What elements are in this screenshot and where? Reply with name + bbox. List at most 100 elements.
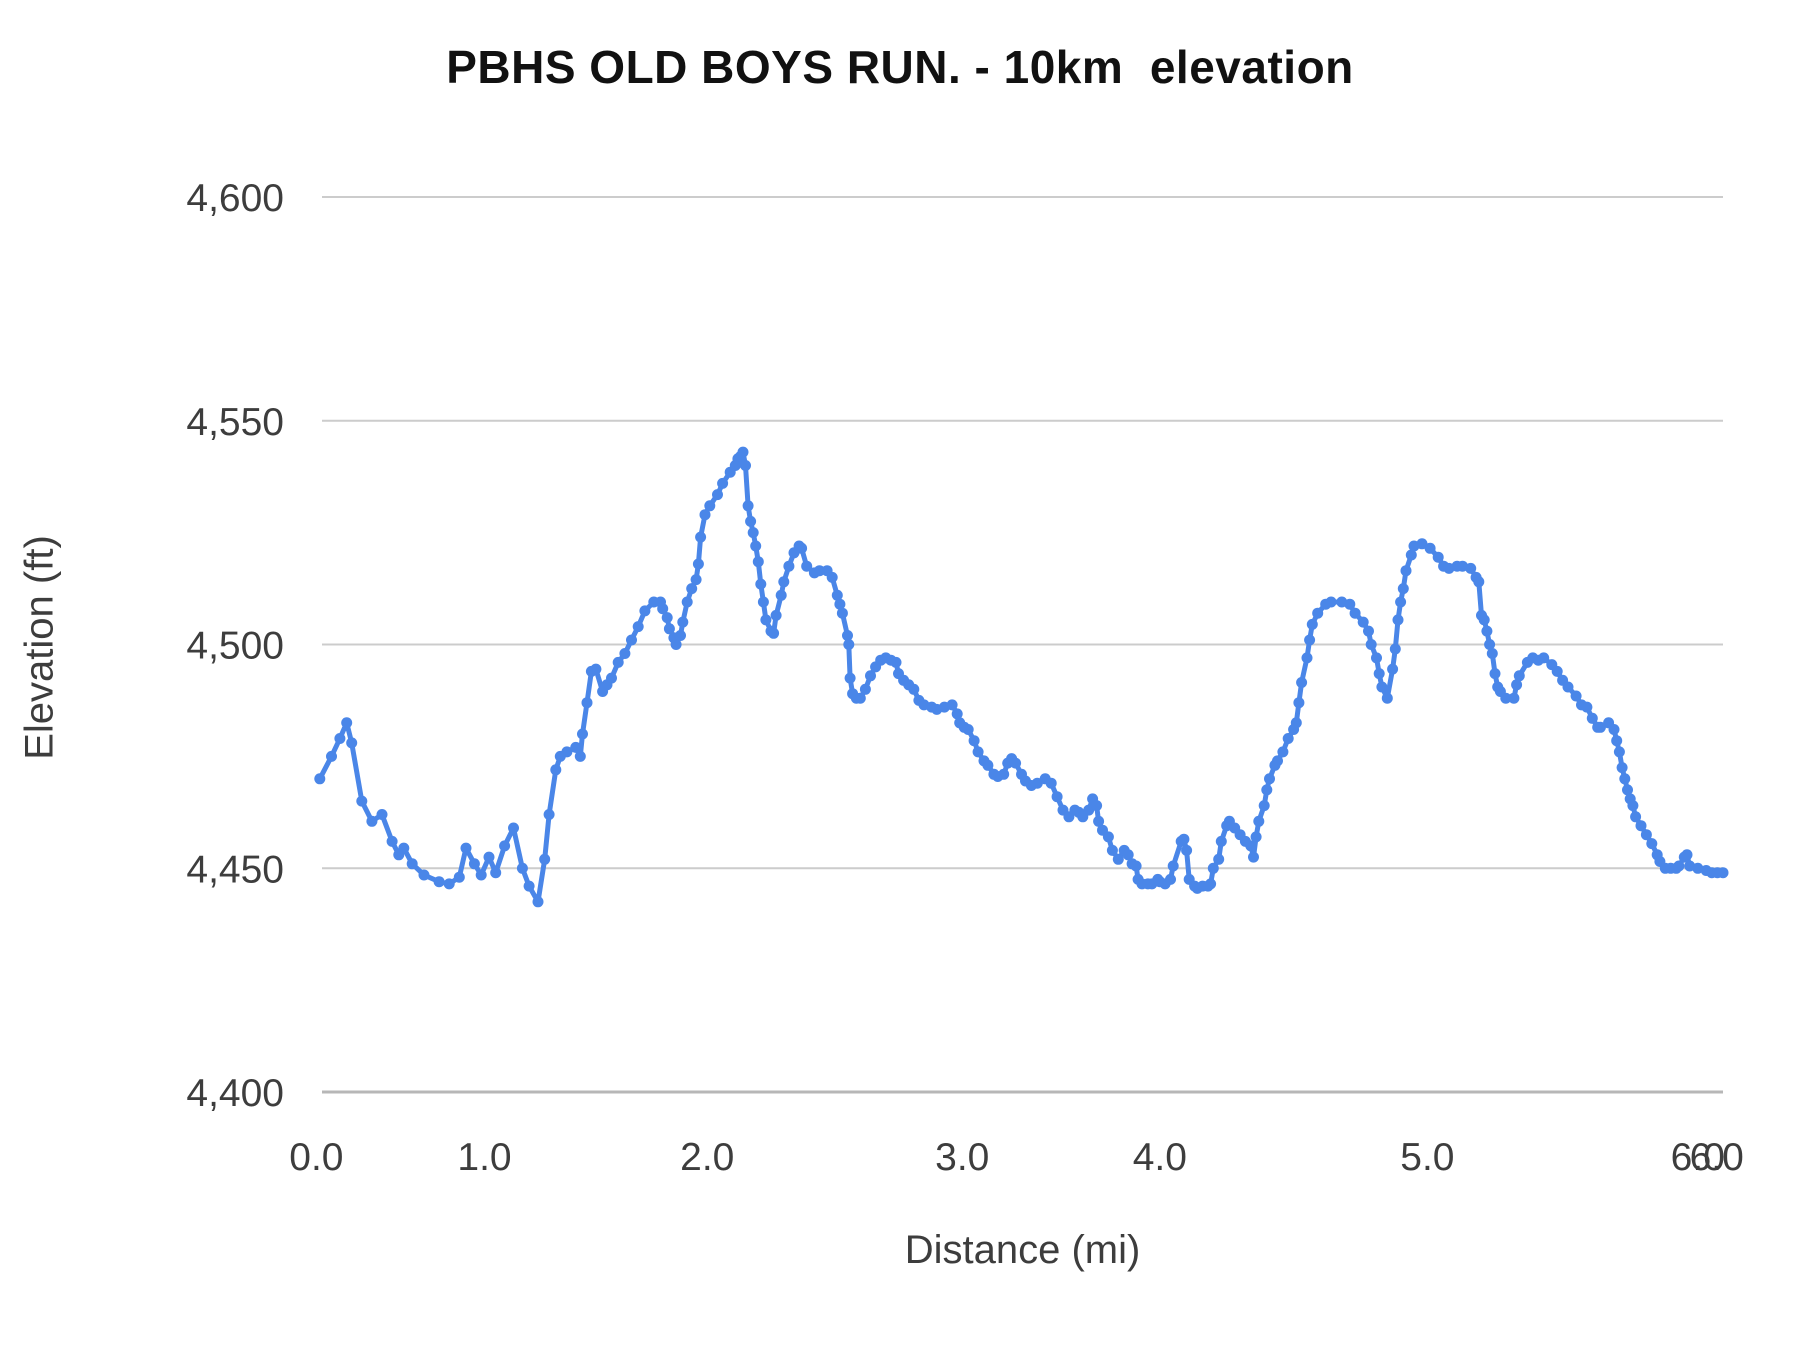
y-tick-label: 4,550: [186, 401, 284, 444]
data-point: [366, 815, 378, 827]
data-point: [1091, 800, 1103, 812]
data-point: [499, 840, 511, 852]
data-point: [1619, 773, 1631, 785]
data-point: [1562, 681, 1574, 693]
gridlines: [322, 196, 1723, 1094]
data-point: [483, 851, 495, 863]
data-point: [386, 835, 398, 847]
data-point: [1500, 692, 1512, 704]
data-point: [1640, 829, 1652, 841]
data-point: [1551, 665, 1563, 677]
x-tick-label: 6.0: [1671, 1136, 1725, 1179]
data-point: [1106, 844, 1118, 856]
data-point: [1611, 735, 1623, 747]
data-point: [1570, 690, 1582, 702]
data-point: [1112, 853, 1124, 865]
data-point: [433, 876, 445, 888]
data-point: [460, 842, 472, 854]
data-point: [908, 683, 920, 695]
x-axis-title: Distance (mi): [904, 1228, 1141, 1272]
chart-title: PBHS OLD BOYS RUN. - 10km elevation: [446, 41, 1354, 93]
data-point: [1272, 755, 1283, 767]
data-point: [1673, 860, 1685, 872]
data-point: [1293, 697, 1305, 709]
data-point: [752, 556, 764, 568]
elevation-series-points: [314, 446, 1729, 908]
data-point: [796, 542, 808, 554]
y-tick-label: 4,400: [186, 1072, 284, 1115]
data-point: [1513, 670, 1525, 682]
data-point: [356, 795, 368, 807]
data-point: [443, 878, 455, 890]
data-point: [1215, 835, 1227, 847]
data-point: [1325, 596, 1337, 608]
data-point: [532, 896, 544, 908]
data-point: [1395, 596, 1407, 608]
data-point: [1635, 820, 1647, 832]
data-point: [334, 733, 346, 744]
data-point: [1258, 800, 1270, 812]
data-point: [775, 589, 787, 601]
data-point: [516, 862, 528, 874]
data-point: [686, 583, 698, 595]
data-point: [814, 565, 825, 577]
data-point: [768, 627, 780, 639]
data-point: [346, 737, 358, 749]
data-point: [1392, 614, 1404, 626]
data-point: [1248, 851, 1259, 863]
data-point: [663, 623, 675, 635]
data-point: [1473, 576, 1485, 588]
x-tick-label: 0.0: [289, 1136, 343, 1179]
data-point: [376, 809, 388, 820]
data-point: [670, 639, 682, 650]
data-point: [968, 735, 980, 747]
data-point: [747, 527, 759, 539]
data-point: [590, 663, 602, 675]
data-point: [826, 571, 838, 583]
data-point: [1627, 800, 1639, 812]
data-point: [574, 750, 586, 762]
data-point: [783, 560, 795, 572]
data-point: [577, 728, 588, 740]
y-tick-label: 4,500: [186, 625, 284, 668]
data-point: [770, 609, 782, 621]
data-point: [982, 759, 994, 771]
data-point: [1102, 831, 1114, 843]
data-point: [661, 612, 673, 624]
data-point: [695, 531, 707, 543]
y-tick-label: 4,450: [186, 848, 284, 891]
data-point: [314, 773, 326, 785]
data-point: [1681, 849, 1693, 861]
data-point: [581, 697, 593, 709]
data-point: [750, 540, 762, 552]
data-point: [612, 656, 624, 668]
data-point: [831, 589, 843, 601]
data-point: [1253, 815, 1265, 827]
data-point: [1381, 692, 1393, 704]
data-point: [1130, 860, 1142, 872]
data-point: [1296, 677, 1308, 688]
data-point: [1122, 849, 1134, 861]
data-point: [398, 842, 410, 854]
data-point: [1181, 844, 1193, 856]
data-point: [1478, 614, 1490, 626]
data-point: [712, 489, 723, 501]
data-point: [639, 605, 651, 617]
data-point: [1051, 791, 1063, 803]
data-point: [341, 717, 353, 729]
data-point: [1306, 618, 1318, 630]
data-point: [1207, 862, 1219, 874]
data-point: [468, 858, 480, 870]
data-point: [406, 858, 418, 870]
data-point: [717, 477, 729, 489]
y-tick-label: 4,600: [186, 177, 284, 220]
data-point: [681, 596, 693, 608]
data-point: [760, 614, 772, 626]
data-point: [1397, 583, 1409, 595]
data-point: [998, 768, 1010, 780]
data-point: [844, 672, 856, 684]
data-point: [1416, 538, 1428, 550]
data-point: [1365, 639, 1377, 650]
data-point: [475, 869, 487, 881]
data-point: [755, 578, 767, 590]
